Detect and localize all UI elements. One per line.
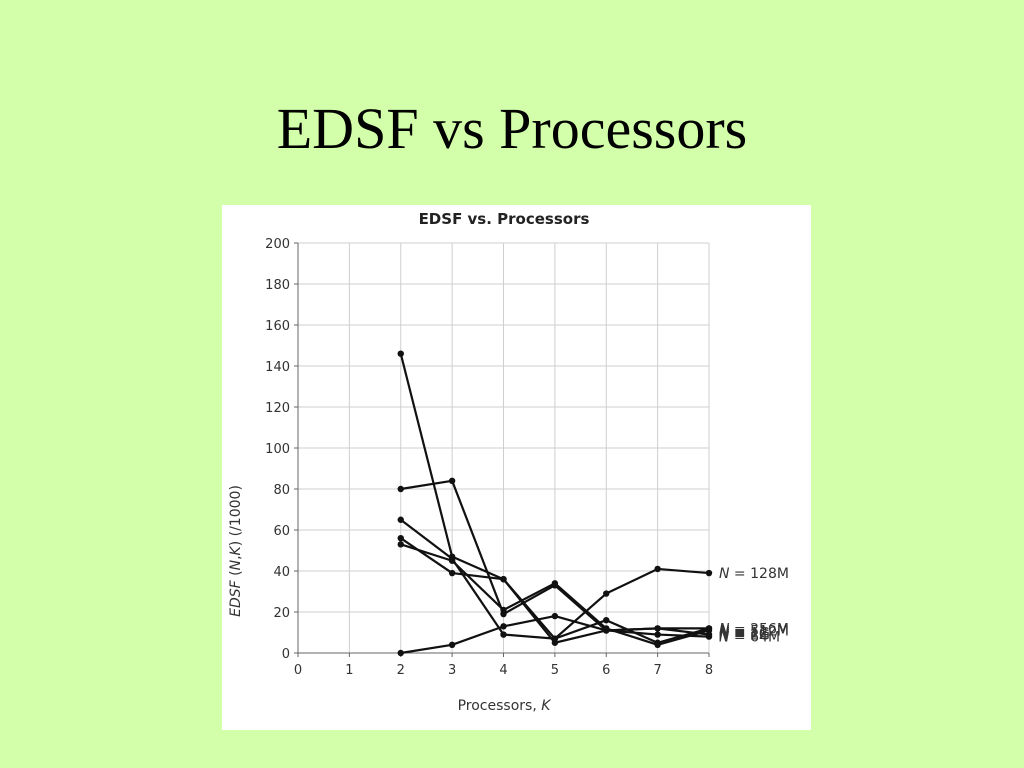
data-point-64m [500,623,507,630]
data-point-1g [448,569,456,577]
y-tick-label: 60 [273,524,290,539]
data-point-512m [603,590,610,597]
slide-title: EDSF vs Processors [276,96,748,161]
y-tick-label: 20 [273,606,290,621]
series-label: N = 2G [719,628,770,644]
data-point-512m [397,516,404,523]
grid-lines [297,242,710,654]
x-tick-label: 2 [397,663,405,678]
series-label: N = 1G [719,626,770,642]
y-tick-label: 100 [265,442,290,457]
x-tick-label: 4 [499,663,507,678]
chart-title: EDSF vs. Processors [419,210,590,228]
data-point-512m [654,565,661,573]
y-tick-label: 200 [265,237,290,252]
data-point-2g [705,627,713,634]
data-point-512m [500,631,507,638]
y-tick-label: 0 [282,647,290,662]
data-point-64m [551,612,559,620]
series-label: N = 64M [719,630,780,646]
y-axis-label: EDSF (N,K) (/1000) [228,485,244,617]
x-tick-label: 1 [345,663,353,678]
x-tick-label: 7 [653,663,661,678]
x-tick-label: 0 [294,663,302,678]
data-point-128m [448,477,456,484]
data-point-1g [654,625,661,632]
data-point-256m [397,350,404,357]
data-point-64m [654,631,661,638]
data-point-512m [705,569,713,577]
data-point-128m [397,485,404,493]
data-point-64m [397,649,404,657]
x-axis-label: Processors, K [458,698,553,714]
data-point-1g [500,576,507,583]
data-point-2g [448,557,456,564]
data-point-2g [551,580,559,587]
x-tick-labels: 0 1 2 3 4 5 6 7 8 [294,653,713,678]
data-point-64m [448,641,456,648]
data-point-256m [603,617,610,624]
data-point-64m [603,627,610,634]
y-tick-labels: 0 20 40 60 80 100 120 140 160 180 200 [265,237,298,662]
y-tick-label: 80 [273,483,290,498]
data-point-2g [397,541,404,548]
series-label: N = 128M [719,566,789,582]
chart-panel: 0 20 40 60 80 100 120 140 160 180 200 0 1 2 3 4 5 6 7 8 N … [222,205,811,730]
edsf-line-chart: 0 20 40 60 80 100 120 140 160 180 200 0 1 2 3 4 5 6 7 8 N … [228,210,789,714]
data-point-1g [551,639,559,646]
series-label: N = 256M [719,621,789,637]
series-label: N = 512M [719,623,789,639]
data-point-2g [500,606,507,614]
data-point-64m [705,633,713,640]
y-tick-label: 160 [265,319,290,334]
y-tick-label: 120 [265,401,290,416]
x-tick-label: 5 [551,663,559,678]
data-point-2g [654,641,661,648]
series-points [397,350,713,657]
data-point-1g [397,535,404,542]
y-tick-label: 40 [273,565,290,580]
x-tick-label: 8 [705,663,713,678]
x-tick-label: 6 [602,663,610,678]
y-tick-label: 140 [265,360,290,375]
y-tick-label: 180 [265,278,290,293]
x-tick-label: 3 [448,663,456,678]
